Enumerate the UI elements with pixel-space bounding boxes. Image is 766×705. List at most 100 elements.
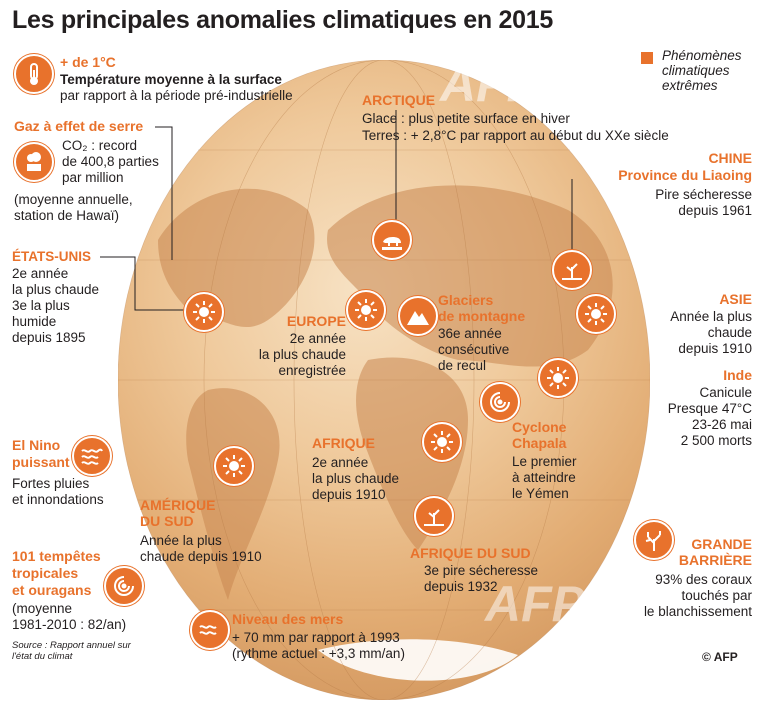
thermometer-icon: [14, 54, 54, 94]
usa-text: 2e année la plus chaude 3e la plus humid…: [12, 266, 99, 346]
china-line2: depuis 1961: [678, 203, 752, 218]
glaciers-text: 36e année consécutive de recul: [438, 326, 509, 374]
sun-icon: [576, 294, 616, 334]
ghg-note2: station de Hawaï): [14, 208, 120, 223]
elnino-line1: Fortes pluies: [12, 476, 90, 491]
temperature-line2: par rapport à la période pré-industriell…: [60, 88, 293, 103]
ghg-line1: CO₂ : record: [62, 138, 138, 153]
dry-plant-icon: [552, 250, 592, 290]
cyclone-line: à atteindre: [512, 470, 576, 485]
legend-swatch: [641, 52, 653, 64]
legend-label: Phénomènes climatiques extrêmes: [662, 48, 742, 93]
reef-line: touchés par: [681, 588, 752, 603]
ghg-line3: par million: [62, 170, 124, 185]
cyclone-icon: [480, 382, 520, 422]
south-africa-line1: 3e pire sécheresse: [424, 563, 539, 578]
cyclone-text: Le premier à atteindre le Yémen: [512, 454, 577, 502]
hurricane-icon: [104, 566, 144, 606]
india-line: 2 500 morts: [680, 433, 752, 448]
source-note: Source : Rapport annuel sur l'état du cl…: [12, 640, 131, 662]
dry-plant-icon: [414, 496, 454, 536]
sea-level-title: Niveau des mers: [232, 611, 344, 627]
south-africa-line2: depuis 1932: [424, 579, 498, 594]
usa-line: 2e année: [12, 266, 69, 281]
india-title: Inde: [723, 367, 752, 383]
elnino-line2: et innondations: [12, 492, 104, 507]
india-line: Presque 47°C: [667, 401, 752, 416]
usa-line: 3e la plus: [12, 298, 70, 313]
arctic-line1: Glace : plus petite surface en hiver: [362, 111, 570, 126]
reef-text: 93% des coraux touchés par le blanchisse…: [600, 572, 752, 620]
cyclone-title2: Chapala: [512, 435, 567, 451]
india-line: 23-26 mai: [691, 417, 752, 432]
afp-credit: © AFP: [702, 650, 738, 664]
page-title: Les principales anomalies climatiques en…: [12, 6, 553, 34]
asia-line: Année la plus: [670, 309, 752, 324]
usa-title: ÉTATS-UNIS: [12, 249, 91, 264]
storms-title3: et ouragans: [12, 582, 92, 598]
elnino-title1: El Nino: [12, 437, 61, 453]
reef-title1: GRANDE: [691, 536, 752, 552]
glaciers-line: 36e année: [438, 326, 502, 341]
sun-icon: [422, 422, 462, 462]
afp-watermark-bottom: AFP: [485, 576, 585, 632]
cyclone-line: Le premier: [512, 454, 577, 469]
waves-icon: [72, 436, 112, 476]
ghg-note1: (moyenne annuelle,: [14, 192, 133, 207]
china-subtitle: Province du Liaoing: [618, 167, 752, 183]
sea-level-line1: + 70 mm par rapport à 1993: [232, 630, 400, 645]
antarctica-shape: [318, 639, 518, 681]
sun-icon: [538, 358, 578, 398]
asia-title: ASIE: [719, 291, 752, 307]
afp-watermark-top: AFP: [440, 56, 540, 112]
india-text: Canicule Presque 47°C 23-26 mai 2 500 mo…: [600, 385, 752, 449]
glaciers-title2: de montagne: [438, 308, 526, 324]
storms-title1: 101 tempêtes: [12, 548, 101, 564]
reef-title2: BARRIÈRE: [678, 552, 752, 568]
usa-line: la plus chaude: [12, 282, 100, 297]
usa-line: humide: [12, 314, 57, 329]
sun-icon: [346, 290, 386, 330]
ghg-title: Gaz à effet de serre: [14, 118, 144, 134]
europe-title: EUROPE: [286, 313, 346, 329]
glaciers-line: de recul: [438, 358, 487, 373]
temperature-value: + de 1°C: [60, 54, 116, 70]
china-line1: Pire sécheresse: [655, 187, 752, 202]
reef-line: le blanchissement: [643, 604, 752, 619]
africa-title: AFRIQUE: [312, 435, 375, 451]
storms-line2: 1981-2010 : 82/an): [12, 617, 127, 632]
glaciers-line: consécutive: [438, 342, 510, 357]
south-africa-title: AFRIQUE DU SUD: [410, 545, 531, 561]
arctic-title: ARCTIQUE: [362, 92, 436, 108]
polar-bear-icon: [372, 220, 412, 260]
cyclone-title1: Cyclone: [512, 419, 567, 435]
africa-text: 2e année la plus chaude depuis 1910: [312, 455, 399, 503]
europe-text: 2e année la plus chaude enregistrée: [230, 331, 346, 379]
asia-line: chaude: [707, 325, 752, 340]
africa-line: la plus chaude: [312, 471, 400, 486]
india-line: Canicule: [699, 385, 752, 400]
arctic-line2: Terres : + 2,8°C par rapport au début du…: [362, 128, 669, 143]
mountain-icon: [398, 296, 438, 336]
factory-cloud-icon: [14, 142, 54, 182]
usa-line: depuis 1895: [12, 330, 86, 345]
sun-icon: [184, 292, 224, 332]
china-title: CHINE: [708, 150, 752, 166]
asia-text: Année la plus chaude depuis 1910: [600, 309, 752, 357]
south-america-title1: AMÉRIQUE: [140, 497, 216, 513]
glaciers-title1: Glaciers: [438, 292, 494, 308]
reef-line: 93% des coraux: [655, 572, 752, 587]
asia-line: depuis 1910: [678, 341, 752, 356]
elnino-title2: puissant: [12, 454, 70, 470]
europe-line: 2e année: [289, 331, 346, 346]
storms-line1: (moyenne: [12, 601, 73, 616]
temperature-line1: Température moyenne à la surface: [60, 72, 282, 87]
waves-icon: [190, 610, 230, 650]
storms-title2: tropicales: [12, 565, 79, 581]
south-america-shape: [186, 388, 280, 600]
south-america-title2: DU SUD: [140, 513, 194, 529]
coral-icon: [634, 520, 674, 560]
ghg-line2: de 400,8 parties: [62, 154, 159, 169]
sun-icon: [214, 446, 254, 486]
africa-line: 2e année: [312, 455, 369, 470]
